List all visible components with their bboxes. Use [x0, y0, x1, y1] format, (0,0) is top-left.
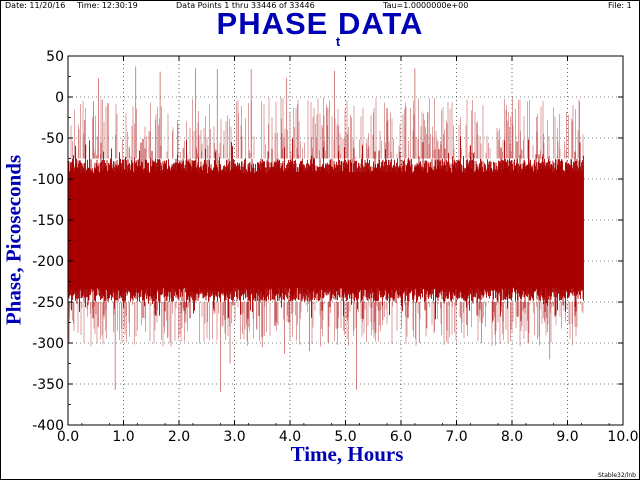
x-tick-label: 4.0	[279, 429, 301, 445]
header-file: File: 1	[608, 1, 632, 10]
y-tick-label: -300	[32, 336, 64, 352]
x-tick-label: 9.0	[556, 429, 578, 445]
y-tick-label: -150	[32, 213, 64, 229]
header-time: Time: 12:30:19	[77, 1, 138, 10]
y-tick-label: 50	[46, 49, 64, 65]
x-tick-labels: 0.0 1.0 2.0 3.0 4.0 5.0 6.0 7.0 8.0 9.0 10.0	[57, 429, 639, 445]
y-tick-label: -250	[32, 295, 64, 311]
footer-label: Stable32/lnb	[598, 472, 636, 479]
header-data-points: Data Points 1 thru 33446 of 33446	[176, 1, 315, 10]
x-tick-label: 5.0	[334, 429, 356, 445]
x-tick-label: 3.0	[223, 429, 245, 445]
x-tick-label: 0.0	[57, 429, 79, 445]
x-tick-label: 7.0	[445, 429, 467, 445]
y-tick-label: -400	[32, 418, 64, 434]
chart-title: PHASE DATA	[216, 6, 424, 41]
x-tick-label: 8.0	[501, 429, 523, 445]
tick-marks	[67, 55, 624, 426]
chart-title-subscript: t	[335, 34, 341, 49]
header-tau: Tau=1.0000000e+00	[383, 1, 469, 10]
x-axis-label: Time, Hours	[290, 442, 404, 466]
y-tick-label: -350	[32, 377, 64, 393]
x-tick-label: 6.0	[390, 429, 412, 445]
header-date: Date: 11/20/16	[5, 1, 66, 10]
x-tick-label: 1.0	[112, 429, 134, 445]
data-series	[67, 66, 584, 393]
y-tick-label: -50	[41, 131, 64, 147]
y-tick-label: -100	[32, 172, 64, 188]
x-tick-label: 10.0	[607, 429, 638, 445]
data-band	[67, 136, 584, 326]
x-tick-label: 2.0	[168, 429, 190, 445]
y-tick-labels: 50 0 -50 -100 -150 -200 -250 -300 -350 -400	[32, 49, 64, 434]
y-tick-label: 0	[55, 90, 64, 106]
y-tick-label: -200	[32, 254, 64, 270]
